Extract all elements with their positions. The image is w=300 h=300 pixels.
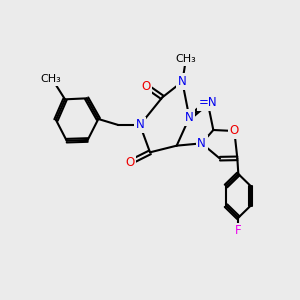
Text: N: N: [185, 111, 194, 124]
Text: O: O: [230, 124, 239, 137]
Text: O: O: [141, 80, 151, 92]
Text: N: N: [197, 137, 206, 150]
Text: O: O: [125, 156, 135, 169]
Text: N: N: [178, 75, 187, 88]
Text: CH₃: CH₃: [40, 74, 61, 84]
Text: F: F: [235, 224, 242, 238]
Text: CH₃: CH₃: [175, 54, 196, 64]
Text: =N: =N: [198, 96, 217, 109]
Text: N: N: [136, 118, 144, 131]
